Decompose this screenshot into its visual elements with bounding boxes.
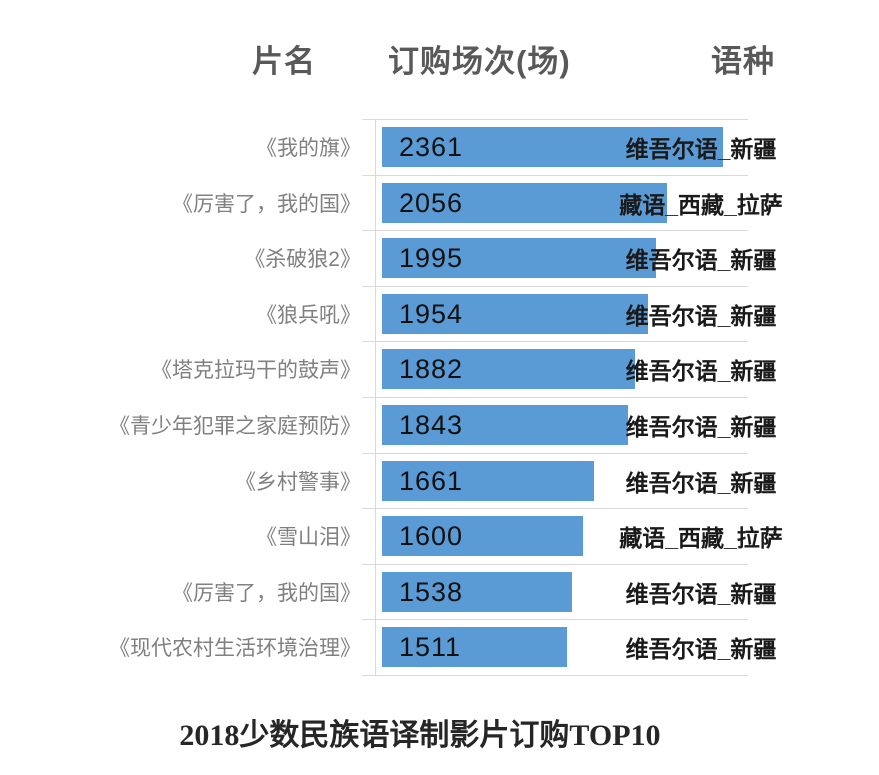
order-count-value: 1954 bbox=[399, 298, 464, 329]
order-count-value: 1882 bbox=[399, 353, 464, 384]
category-separator-line bbox=[362, 119, 748, 120]
order-count-bar: 1538 bbox=[382, 572, 572, 612]
film-title-label: 《杀破狼2》 bbox=[244, 248, 361, 271]
order-count-bar: 1661 bbox=[382, 461, 594, 501]
chart-row: 《塔克拉玛干的鼓声》 1882 维吾尔语_新疆 bbox=[0, 341, 879, 397]
order-count-bar: 1954 bbox=[382, 294, 648, 334]
order-count-value: 1995 bbox=[399, 242, 464, 273]
film-title-label: 《青少年犯罪之家庭预防》 bbox=[109, 415, 361, 438]
language-label: 藏语_西藏_拉萨 bbox=[619, 192, 783, 218]
column-header-order-count: 订购场次(场) bbox=[388, 44, 571, 79]
chart-row: 《杀破狼2》 1995 维吾尔语_新疆 bbox=[0, 230, 879, 286]
order-count-value: 1661 bbox=[399, 465, 464, 496]
chart-row: 《厉害了，我的国》 2056 藏语_西藏_拉萨 bbox=[0, 175, 879, 231]
order-count-bar: 1995 bbox=[382, 238, 656, 278]
chart-row: 《我的旗》 2361 维吾尔语_新疆 bbox=[0, 119, 879, 175]
column-header-film-title: 片名 bbox=[252, 44, 316, 79]
order-count-value: 2056 bbox=[399, 187, 464, 218]
language-label: 维吾尔语_新疆 bbox=[625, 470, 777, 496]
chart-row: 《雪山泪》 1600 藏语_西藏_拉萨 bbox=[0, 508, 879, 564]
order-count-bar: 2361 bbox=[382, 127, 723, 167]
order-count-bar: 1843 bbox=[382, 405, 628, 445]
language-label: 维吾尔语_新疆 bbox=[625, 358, 777, 384]
order-count-bar: 1882 bbox=[382, 349, 635, 389]
language-label: 维吾尔语_新疆 bbox=[625, 136, 777, 162]
film-title-label: 《塔克拉玛干的鼓声》 bbox=[151, 359, 361, 382]
film-title-label: 《厉害了，我的国》 bbox=[172, 193, 361, 216]
language-label: 维吾尔语_新疆 bbox=[625, 303, 777, 329]
film-title-label: 《乡村警事》 bbox=[235, 471, 361, 494]
order-count-value: 1538 bbox=[399, 576, 464, 607]
film-title-label: 《我的旗》 bbox=[256, 137, 361, 160]
chart-row: 《青少年犯罪之家庭预防》 1843 维吾尔语_新疆 bbox=[0, 397, 879, 453]
category-separator-line bbox=[362, 508, 748, 509]
category-separator-line bbox=[362, 453, 748, 454]
language-label: 维吾尔语_新疆 bbox=[625, 636, 777, 662]
film-title-label: 《现代农村生活环境治理》 bbox=[109, 637, 361, 660]
category-separator-line bbox=[362, 675, 748, 676]
column-header-language: 语种 bbox=[711, 44, 775, 79]
category-separator-line bbox=[362, 564, 748, 565]
order-count-value: 1511 bbox=[399, 631, 462, 662]
order-count-bar: 2056 bbox=[382, 183, 667, 223]
chart-row: 《现代农村生活环境治理》 1511 维吾尔语_新疆 bbox=[0, 619, 879, 675]
chart-row: 《狼兵吼》 1954 维吾尔语_新疆 bbox=[0, 286, 879, 342]
film-title-label: 《厉害了，我的国》 bbox=[172, 582, 361, 605]
language-label: 维吾尔语_新疆 bbox=[625, 414, 777, 440]
category-separator-line bbox=[362, 286, 748, 287]
category-separator-line bbox=[362, 230, 748, 231]
order-count-bar: 1600 bbox=[382, 516, 583, 556]
chart-title: 2018少数民族语译制影片订购TOP10 bbox=[179, 719, 661, 752]
category-separator-line bbox=[362, 397, 748, 398]
language-label: 维吾尔语_新疆 bbox=[625, 581, 777, 607]
chart-row: 《乡村警事》 1661 维吾尔语_新疆 bbox=[0, 453, 879, 509]
category-separator-line bbox=[362, 619, 748, 620]
film-title-label: 《雪山泪》 bbox=[256, 526, 361, 549]
category-separator-line bbox=[362, 175, 748, 176]
chart-row: 《厉害了，我的国》 1538 维吾尔语_新疆 bbox=[0, 564, 879, 620]
order-count-value: 1600 bbox=[399, 520, 464, 551]
order-count-value: 2361 bbox=[399, 131, 464, 162]
language-label: 藏语_西藏_拉萨 bbox=[619, 525, 783, 551]
order-count-value: 1843 bbox=[399, 409, 464, 440]
film-title-label: 《狼兵吼》 bbox=[256, 304, 361, 327]
language-label: 维吾尔语_新疆 bbox=[625, 247, 777, 273]
order-count-bar: 1511 bbox=[382, 627, 567, 667]
category-separator-line bbox=[362, 341, 748, 342]
